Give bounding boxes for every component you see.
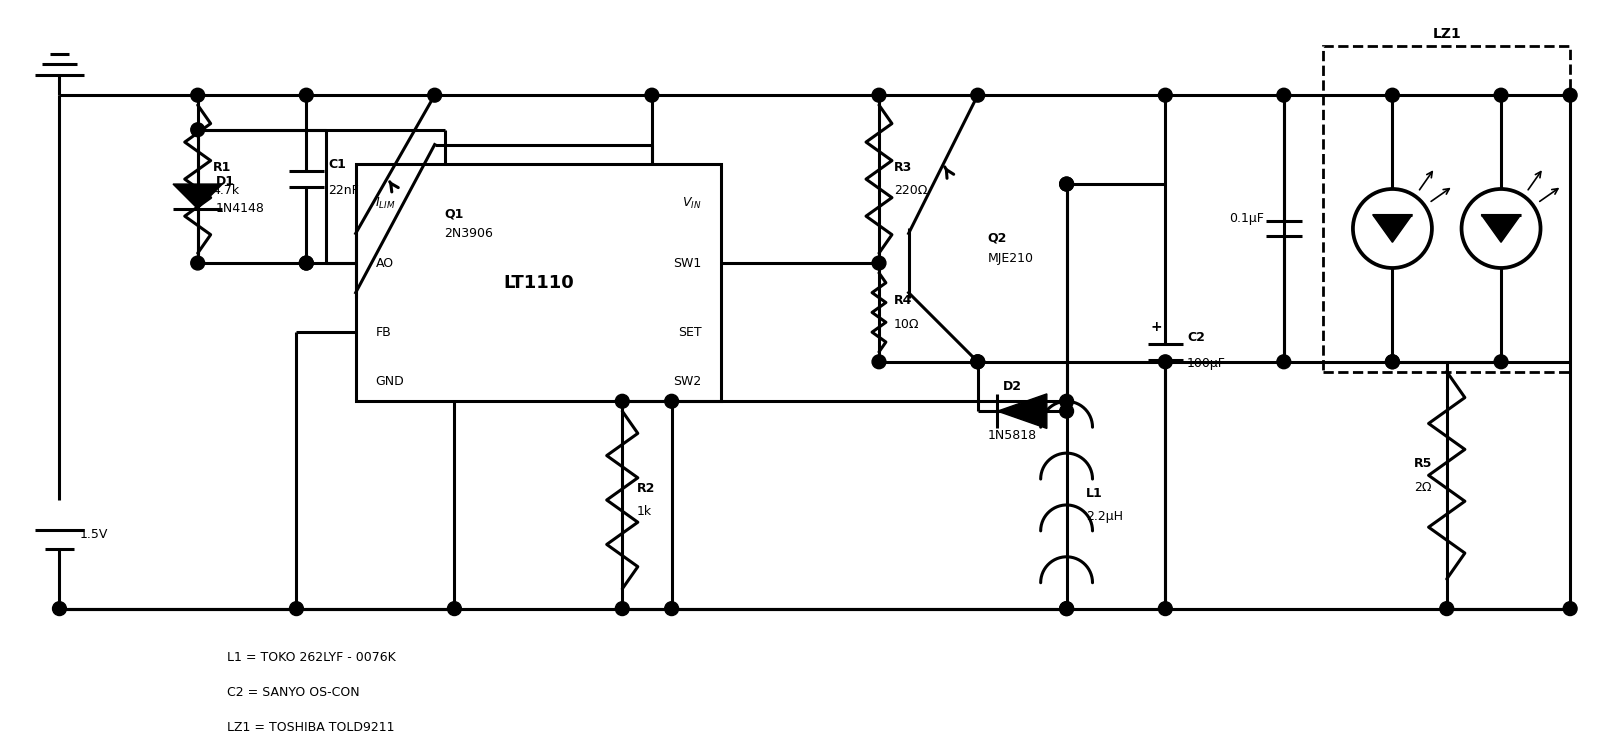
Text: 100μF: 100μF [1187, 357, 1226, 370]
Circle shape [1277, 355, 1291, 369]
Text: Q1: Q1 [445, 207, 464, 220]
Circle shape [1059, 395, 1074, 408]
Circle shape [971, 88, 984, 102]
Circle shape [299, 88, 314, 102]
Text: LZ1: LZ1 [1432, 27, 1461, 41]
Circle shape [1158, 602, 1173, 615]
Circle shape [1059, 602, 1074, 615]
Text: 0.1μF: 0.1μF [1229, 212, 1264, 225]
Text: SW2: SW2 [674, 375, 701, 388]
Text: 1N4148: 1N4148 [216, 201, 264, 215]
Circle shape [1440, 602, 1454, 615]
Circle shape [664, 602, 678, 615]
Text: 1N5818: 1N5818 [987, 429, 1037, 442]
Text: 1k: 1k [637, 506, 653, 518]
Circle shape [290, 602, 304, 615]
Circle shape [190, 256, 205, 270]
Text: C2: C2 [1187, 331, 1205, 343]
Text: C2 = SANYO OS-CON: C2 = SANYO OS-CON [227, 686, 360, 699]
Text: 2N3906: 2N3906 [445, 227, 493, 240]
Circle shape [299, 256, 314, 270]
Text: L1: L1 [1086, 487, 1102, 500]
Circle shape [448, 602, 461, 615]
Circle shape [299, 256, 314, 270]
Text: Q2: Q2 [987, 232, 1006, 245]
Circle shape [53, 602, 66, 615]
Circle shape [872, 256, 886, 270]
Circle shape [616, 395, 629, 408]
Polygon shape [997, 394, 1046, 429]
Circle shape [190, 123, 205, 137]
Circle shape [1059, 404, 1074, 418]
Circle shape [190, 88, 205, 102]
Circle shape [1059, 177, 1074, 191]
Text: 1.5V: 1.5V [80, 528, 107, 541]
Text: 220Ω: 220Ω [894, 184, 926, 198]
Circle shape [1386, 355, 1400, 369]
Circle shape [664, 395, 678, 408]
Text: $I_{LIM}$: $I_{LIM}$ [376, 196, 395, 212]
Text: +: + [1150, 320, 1162, 334]
Text: L1 = TOKO 262LYF - 0076K: L1 = TOKO 262LYF - 0076K [227, 651, 397, 664]
Circle shape [1158, 355, 1173, 369]
Circle shape [616, 602, 629, 615]
Circle shape [1158, 88, 1173, 102]
Circle shape [1059, 602, 1074, 615]
Circle shape [1494, 355, 1507, 369]
Text: 4.7k: 4.7k [213, 184, 240, 198]
Text: R3: R3 [894, 161, 912, 173]
Polygon shape [1373, 215, 1413, 243]
Text: R2: R2 [637, 481, 656, 495]
Circle shape [1386, 355, 1400, 369]
Text: AO: AO [376, 257, 394, 270]
Text: FB: FB [376, 326, 390, 339]
Bar [355, 165, 722, 401]
Circle shape [1059, 177, 1074, 191]
Text: C1: C1 [328, 158, 346, 171]
Circle shape [971, 355, 984, 369]
Bar [1323, 46, 1570, 372]
Circle shape [872, 355, 886, 369]
Polygon shape [1482, 215, 1520, 243]
Text: LT1110: LT1110 [502, 274, 574, 292]
Circle shape [1386, 88, 1400, 102]
Circle shape [1563, 602, 1578, 615]
Text: D2: D2 [1003, 380, 1022, 393]
Text: LZ1 = TOSHIBA TOLD9211: LZ1 = TOSHIBA TOLD9211 [227, 720, 395, 734]
Text: 10Ω: 10Ω [894, 318, 920, 331]
Text: SET: SET [678, 326, 701, 339]
Text: MJE210: MJE210 [987, 251, 1034, 265]
Text: $V_{IN}$: $V_{IN}$ [682, 196, 701, 212]
Text: 2.2μH: 2.2μH [1086, 510, 1123, 523]
Polygon shape [173, 184, 222, 209]
Circle shape [1563, 88, 1578, 102]
Text: R4: R4 [894, 294, 912, 307]
Circle shape [645, 88, 659, 102]
Circle shape [872, 88, 886, 102]
Circle shape [427, 88, 442, 102]
Circle shape [971, 355, 984, 369]
Circle shape [1277, 88, 1291, 102]
Text: 22nF: 22nF [328, 184, 358, 198]
Text: 2Ω: 2Ω [1414, 481, 1432, 494]
Text: R1: R1 [213, 161, 230, 173]
Text: R5: R5 [1413, 457, 1432, 470]
Text: SW1: SW1 [674, 257, 701, 270]
Text: GND: GND [376, 375, 405, 388]
Circle shape [1494, 88, 1507, 102]
Text: D1: D1 [216, 175, 235, 188]
